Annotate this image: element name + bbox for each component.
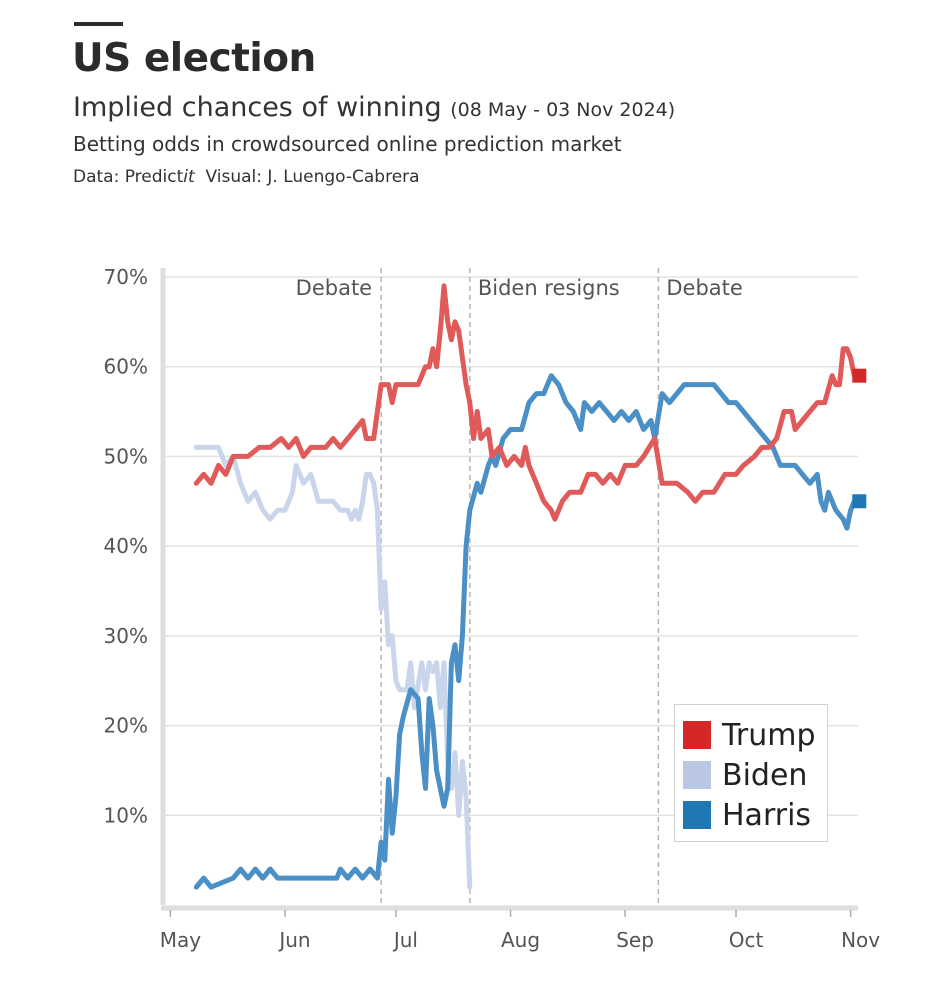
source-italic: it xyxy=(183,167,195,187)
axes: 10% 20% 30% 40% 50% 60% 70% May Jun Jul Aug Sep Oct N… xyxy=(104,265,881,952)
subtitle-date-range: (08 May - 03 Nov 2024) xyxy=(450,99,676,121)
legend-swatch-trump xyxy=(683,721,711,749)
chart-description: Betting odds in crowdsourced online pred… xyxy=(73,132,622,156)
y-tick-label: 70% xyxy=(104,265,148,289)
end-markers xyxy=(852,368,867,509)
source-visual: Visual: J. Luengo-Cabrera xyxy=(205,167,420,187)
legend-swatch-biden xyxy=(683,761,711,789)
chart-subtitle: Implied chances of winning (08 May - 03 … xyxy=(73,92,675,123)
legend-label-trump: Trump xyxy=(722,717,816,753)
x-tick-label: Jul xyxy=(392,928,418,952)
y-tick-label: 40% xyxy=(104,534,148,558)
series-lines xyxy=(193,283,857,890)
x-tick-label: Jun xyxy=(277,928,310,952)
source-prefix: Data: Predict xyxy=(73,167,184,187)
y-tick-label: 50% xyxy=(104,444,148,468)
y-tick-label: 10% xyxy=(104,803,148,827)
subtitle-main: Implied chances of winning xyxy=(73,92,442,123)
x-tick-label: Nov xyxy=(841,928,880,952)
chart-legend: Trump Biden Harris xyxy=(674,704,828,842)
chart-source: Data: Predictit Visual: J. Luengo-Cabrer… xyxy=(73,167,420,187)
y-tick-label: 30% xyxy=(104,624,148,648)
series-line-harris xyxy=(193,373,857,890)
legend-item-trump[interactable]: Trump xyxy=(675,715,827,755)
legend-label-harris: Harris xyxy=(722,797,812,833)
series-line-biden xyxy=(193,444,473,890)
event-label: Debate xyxy=(296,276,372,300)
x-tick-label: Sep xyxy=(616,928,654,952)
end-marker-harris xyxy=(852,494,867,509)
event-label: Debate xyxy=(666,276,742,300)
y-tick-label: 60% xyxy=(104,355,148,379)
x-tick-label: Aug xyxy=(501,928,540,952)
chart-title: US election xyxy=(72,36,316,81)
event-label: Biden resigns xyxy=(478,276,620,300)
end-marker-trump xyxy=(852,368,867,383)
legend-item-harris[interactable]: Harris xyxy=(675,795,827,835)
legend-label-biden: Biden xyxy=(722,757,808,793)
x-tick-label: Oct xyxy=(729,928,764,952)
x-tick-label: May xyxy=(160,928,202,952)
legend-swatch-harris xyxy=(683,801,711,829)
legend-item-biden[interactable]: Biden xyxy=(675,755,827,795)
title-accent-bar xyxy=(74,22,123,26)
y-tick-label: 20% xyxy=(104,714,148,738)
series-line-trump xyxy=(193,283,857,522)
